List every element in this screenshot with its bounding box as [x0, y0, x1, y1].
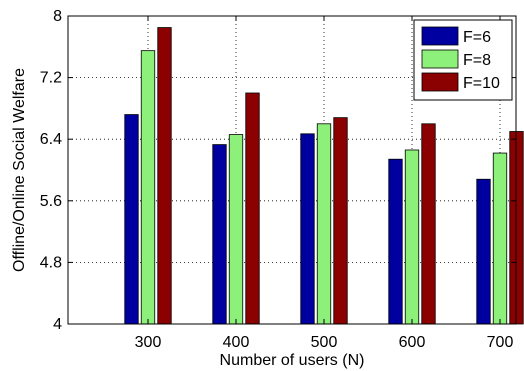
bar-f10-500 [333, 117, 348, 325]
y-tick-label: 7.2 [40, 70, 62, 87]
bar-f6-700 [476, 178, 491, 325]
x-tick-label: 300 [135, 334, 162, 351]
x-tick-labels: 300 400 500 600 700 [135, 334, 514, 351]
y-axis-title: Offline/Online Social Welfare [11, 68, 28, 272]
bar-f8-600 [404, 149, 420, 325]
y-tick-label: 5.6 [40, 193, 62, 210]
y-tick-label: 4.8 [40, 254, 62, 271]
bar-f6-400 [212, 144, 227, 325]
legend-label: F=6 [463, 29, 491, 46]
bar-group [124, 27, 524, 325]
bar-f10-600 [421, 123, 436, 325]
legend-label: F=8 [463, 52, 491, 69]
bar-f10-400 [245, 92, 260, 325]
bar-f8-500 [316, 123, 332, 325]
bar-f8-700 [492, 152, 508, 325]
bar-f6-300 [124, 114, 139, 325]
legend: F=6 F=8 F=10 [413, 19, 513, 101]
x-tick-label: 500 [311, 334, 338, 351]
y-tick-label: 8 [53, 8, 62, 25]
bar-f6-600 [388, 158, 403, 325]
y-tick-labels: 4 4.8 5.6 6.4 7.2 8 [40, 8, 62, 333]
bar-f10-300 [157, 27, 172, 325]
y-tick-label: 6.4 [40, 131, 62, 148]
y-tick-label: 4 [53, 316, 62, 333]
axis-ticks [68, 15, 516, 325]
legend-swatch-f10 [421, 72, 459, 92]
legend-swatch-f8 [421, 49, 459, 69]
legend-label: F=10 [463, 75, 500, 92]
bar-f8-300 [140, 50, 156, 325]
bar-f6-500 [300, 133, 315, 325]
legend-swatch-f6 [421, 26, 459, 46]
plot-frame [67, 15, 517, 325]
x-tick-label: 600 [399, 334, 426, 351]
x-tick-label: 700 [487, 334, 514, 351]
x-axis-title: Number of users (N) [220, 352, 365, 369]
x-tick-label: 400 [223, 334, 250, 351]
bar-f8-400 [228, 134, 244, 325]
